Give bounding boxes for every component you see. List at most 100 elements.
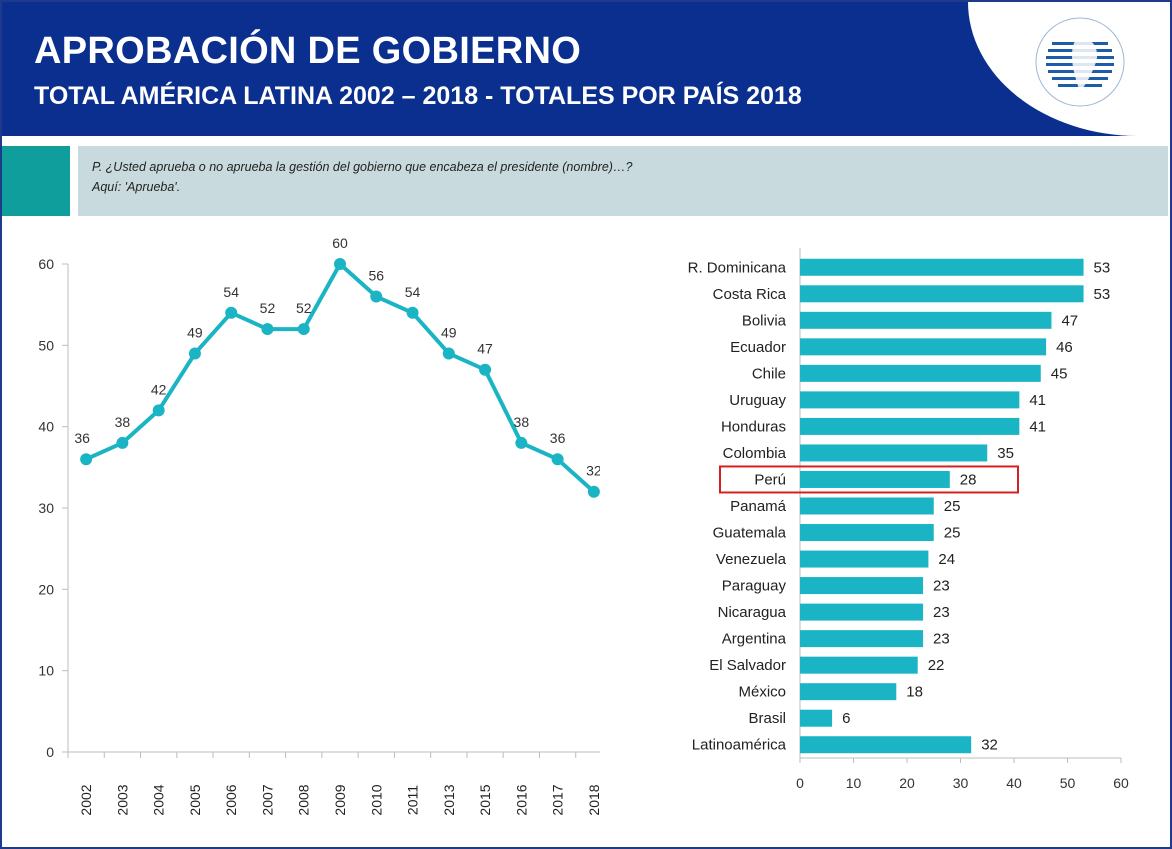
line-point <box>479 363 492 376</box>
bar <box>800 603 924 621</box>
line-data-label: 42 <box>151 381 167 397</box>
logo-area <box>968 2 1168 136</box>
line-y-tick-label: 20 <box>38 581 54 597</box>
line-point <box>334 258 346 270</box>
line-y-tick-label: 30 <box>38 500 54 516</box>
line-point <box>261 323 274 336</box>
bar-category-label: Nicaragua <box>718 604 787 621</box>
bar-category-label: Argentina <box>722 631 787 648</box>
bar-data-label: 32 <box>981 737 998 754</box>
line-x-tick-label: 2007 <box>259 784 275 815</box>
bar-category-label: Honduras <box>721 418 786 435</box>
bar <box>800 391 1020 409</box>
line-data-label: 49 <box>187 324 203 340</box>
line-point <box>442 347 455 360</box>
line-x-tick-label: 2008 <box>296 784 312 815</box>
bar-category-label: Uruguay <box>729 392 786 409</box>
bar <box>800 656 918 674</box>
highlight-box <box>719 465 1019 494</box>
bar-category-label: Costa Rica <box>713 286 787 303</box>
line-data-label: 32 <box>586 463 600 479</box>
line-point <box>188 347 201 360</box>
line-chart: 0 10 20 30 40 50 60 2002 2003 2004 2005 2006 2007 200… <box>38 235 600 816</box>
line-x-tick-label: 2010 <box>368 784 384 815</box>
bar <box>800 285 1084 303</box>
line-x-tick-label: 2004 <box>151 784 167 815</box>
line-x-tick-label: 2005 <box>187 784 203 815</box>
bar-category-label: Guatemala <box>713 525 787 542</box>
bar <box>800 311 1052 329</box>
line-x-tick-label: 2015 <box>477 784 493 815</box>
line-point <box>406 306 419 319</box>
bar-category-label: Paraguay <box>722 578 787 595</box>
line-point <box>515 436 528 449</box>
bar <box>800 683 897 701</box>
bar-data-label: 41 <box>1029 418 1046 435</box>
line-data-label: 36 <box>550 430 566 446</box>
bar-category-label: Colombia <box>723 445 787 462</box>
bar-x-tick-label: 40 <box>1006 775 1022 791</box>
line-point <box>152 404 165 417</box>
bar <box>800 444 988 462</box>
bar-x-tick-label: 10 <box>846 775 862 791</box>
line-y-tick-label: 10 <box>38 663 54 679</box>
bar <box>800 736 972 754</box>
line-x-tick-label: 2017 <box>550 784 566 815</box>
bar-data-label: 41 <box>1029 392 1046 409</box>
bar-data-label: 53 <box>1094 259 1111 276</box>
accent-block <box>2 146 70 216</box>
line-x-tick-label: 2018 <box>586 784 600 815</box>
question-note: Aquí: 'Aprueba'. <box>92 180 181 194</box>
bar <box>800 577 924 595</box>
bar <box>800 497 934 515</box>
bar-x-tick-label: 50 <box>1060 775 1076 791</box>
page-title: APROBACIÓN DE GOBIERNO <box>34 30 582 72</box>
bar-data-label: 23 <box>933 578 950 595</box>
line-data-label: 36 <box>74 430 90 446</box>
bar <box>800 630 924 648</box>
bar-x-tick-label: 30 <box>953 775 969 791</box>
line-x-tick-label: 2006 <box>223 784 239 815</box>
line-data-label: 54 <box>405 284 421 300</box>
line-data-label: 49 <box>441 324 457 340</box>
bar-category-label: Panamá <box>730 498 787 515</box>
bar-category-label: Ecuador <box>730 339 786 356</box>
bar <box>800 709 833 727</box>
bar-category-label: R. Dominicana <box>688 259 787 276</box>
bar <box>800 258 1084 276</box>
question-text: P. ¿Usted aprueba o no aprueba la gestió… <box>92 160 633 174</box>
bar <box>800 470 950 488</box>
line-point <box>551 453 564 466</box>
line-series <box>85 262 596 494</box>
bar-category-label: Venezuela <box>716 551 787 568</box>
line-data-label: 38 <box>514 414 530 430</box>
bar-category-label: Perú <box>754 471 786 488</box>
latinobarometro-logo-icon <box>1035 17 1125 107</box>
bar-data-label: 35 <box>997 445 1014 462</box>
line-y-tick-label: 60 <box>38 256 54 272</box>
line-y-tick-label: 40 <box>38 419 54 435</box>
line-x-tick-label: 2002 <box>78 784 94 815</box>
question-box <box>78 146 1168 216</box>
bar-data-label: 23 <box>933 604 950 621</box>
bar-data-label: 46 <box>1056 339 1073 356</box>
line-x-tick-label: 2003 <box>114 784 130 815</box>
line-data-label: 47 <box>477 341 493 357</box>
bar-data-label: 25 <box>944 498 961 515</box>
bar-x-tick-label: 0 <box>796 775 804 791</box>
line-data-label: 54 <box>223 284 239 300</box>
line-data-label: 52 <box>296 300 312 316</box>
bar-category-label: México <box>738 684 786 701</box>
bar-data-label: 47 <box>1061 312 1078 329</box>
line-x-tick-label: 2009 <box>332 784 348 815</box>
line-x-tick-label: 2016 <box>513 784 529 815</box>
bar <box>800 417 1020 435</box>
bar <box>800 524 934 542</box>
bar-chart: 0 10 20 30 40 50 60 R. Dominicana 53 Costa Rica 53… <box>688 248 1129 791</box>
bar-data-label: 45 <box>1051 365 1068 382</box>
bar-data-label: 53 <box>1094 286 1111 303</box>
bar <box>800 550 929 568</box>
bar-data-label: 6 <box>842 710 850 727</box>
bar-x-tick-label: 20 <box>899 775 915 791</box>
